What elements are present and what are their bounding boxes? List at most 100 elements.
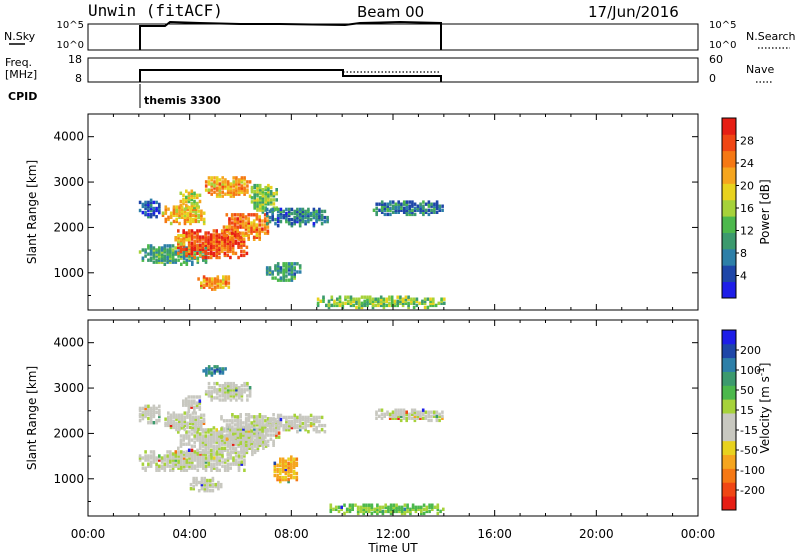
echo-cell [147,458,150,462]
echo-cell [284,461,288,465]
echo-cell [190,231,194,235]
echo-cell [424,416,428,420]
echo-cell [236,425,240,429]
echo-cell [199,415,203,419]
echo-cell [182,254,186,258]
echo-cell [215,192,219,196]
echo-cell [315,209,318,214]
echo-cell [405,416,408,420]
echo-cell [191,423,195,428]
echo-cell [422,200,425,204]
echo-cell [177,430,180,434]
echo-cell [220,442,224,446]
echo-cell [178,207,181,211]
echo-cell [158,408,161,413]
echo-cell [296,419,299,424]
echo-cell [234,460,238,464]
echo-cell [220,448,224,452]
echo-cell [196,201,199,206]
echo-cell [233,429,237,433]
echo-cell [246,398,249,402]
echo-cell [190,237,194,241]
echo-cell [282,425,285,430]
echo-cell [338,301,342,305]
echo-cell [215,458,219,462]
echo-cell [258,198,262,202]
echo-cell [169,464,172,468]
echo-cell [218,458,221,462]
echo-cell [312,209,316,214]
echo-cell [237,450,240,455]
echo-cell [212,237,216,241]
echo-cell [247,431,251,435]
echo-cell [147,408,150,413]
echo-cell [182,252,186,256]
echo-cell [432,303,435,308]
echo-cell [198,432,202,436]
echo-cell [326,217,329,222]
echo-cell [239,215,242,219]
echo-cell [193,239,196,243]
echo-cell [267,183,270,188]
echo-cell [184,397,188,401]
echo-cell [187,245,191,249]
echo-cell [164,421,167,425]
echo-cell [213,281,217,285]
echo-cell [183,421,187,425]
echo-cell [196,460,200,464]
echo-cell [287,268,291,272]
echo-cell [296,213,299,218]
echo-cell [174,238,177,242]
echo-cell [296,207,299,212]
echo-cell [346,299,350,303]
echo-cell [395,507,398,511]
echo-cell [222,281,225,285]
echo-cell [207,188,211,192]
echo-cell [244,413,248,417]
echo-cell [149,462,153,466]
echo-cell [182,250,186,254]
echo-cell [287,457,290,461]
echo-cell [213,176,216,180]
echo-cell [215,390,219,394]
echo-cell [256,185,259,190]
echo-cell [433,202,436,206]
echo-cell [208,480,212,485]
echo-cell [224,367,227,371]
echo-cell [149,406,153,411]
echo-cell [180,252,183,256]
echo-cell [166,458,169,462]
echo-cell [315,215,318,220]
echo-cell [394,416,397,420]
echo-cell [320,415,324,420]
echo-cell [344,301,347,305]
echo-cell [329,503,333,507]
echo-cell [198,436,202,440]
echo-cell [226,384,230,388]
echo-cell [194,425,197,430]
echo-cell [211,478,215,483]
echo-cell [144,210,147,215]
colorbar-swatch [722,413,736,428]
echo-cell [246,190,249,194]
echo-cell [234,448,238,452]
echo-cell [307,419,310,424]
echo-cell [274,264,277,268]
echo-cell [261,421,264,425]
echo-cell [268,425,272,430]
echo-cell [240,245,243,249]
echo-cell [400,509,404,514]
echo-cell [258,206,262,210]
echo-cell [242,439,245,443]
echo-cell [141,414,145,419]
echo-cell [210,367,214,371]
echo-cell [223,235,227,239]
echo-cell [205,367,208,371]
echo-cell [384,509,387,514]
echo-cell [215,436,218,440]
echo-cell [196,464,200,468]
echo-cell [296,423,299,428]
echo-cell [320,209,324,214]
echo-region-9 [197,275,231,291]
echo-cell [179,440,183,444]
